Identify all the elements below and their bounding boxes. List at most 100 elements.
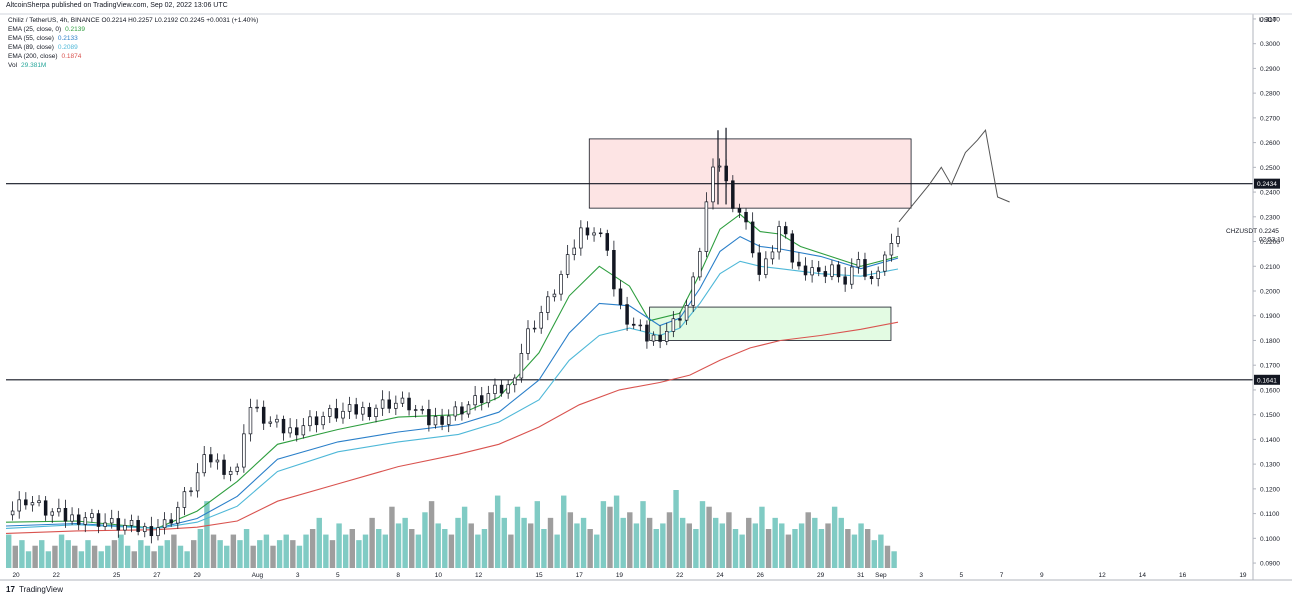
- y-tick-label: 0.1600: [1260, 387, 1280, 394]
- tradingview-logo-icon[interactable]: 17: [6, 585, 15, 594]
- volume-bar: [409, 529, 415, 568]
- legend-ema89[interactable]: EMA (89, close) 0.2089: [8, 43, 258, 52]
- candle-body: [750, 221, 755, 254]
- legend-volume[interactable]: Vol 29.381M: [8, 61, 258, 70]
- x-tick-label: 29: [193, 572, 201, 579]
- volume-bar: [594, 534, 600, 568]
- x-tick-label: 20: [12, 572, 20, 579]
- y-tick-label: 0.2200: [1260, 239, 1280, 246]
- candle-body: [222, 459, 226, 475]
- volume-bar: [541, 529, 547, 568]
- volume-bar: [838, 517, 844, 568]
- y-tick-label: 0.2400: [1260, 190, 1280, 197]
- volume-bar: [620, 517, 626, 568]
- legend-ema200-label: EMA (200, close): [8, 53, 58, 60]
- candle-body: [579, 227, 583, 249]
- volume-bar: [197, 529, 204, 568]
- candle-body: [30, 502, 35, 506]
- candle-body: [433, 416, 438, 426]
- volume-bar: [660, 523, 666, 568]
- volume-bar: [336, 523, 342, 568]
- volume-bar: [32, 545, 38, 568]
- volume-bar: [210, 534, 217, 568]
- ema-line: [5, 260, 899, 529]
- candle-body: [737, 208, 742, 213]
- candle-body: [843, 276, 847, 285]
- x-tick-label: 15: [535, 572, 543, 579]
- candle-body: [374, 407, 378, 417]
- candle-body: [195, 472, 200, 492]
- legend-ema25[interactable]: EMA (25, close, 0) 0.2139: [8, 25, 258, 34]
- volume-bar: [805, 512, 811, 568]
- legend-ema25-value: 0.2139: [65, 26, 85, 33]
- candle-body: [275, 418, 279, 423]
- volume-bar: [435, 523, 441, 568]
- volume-bar: [276, 540, 283, 568]
- volume-bar: [250, 545, 256, 568]
- volume-bar: [561, 495, 567, 568]
- volume-bar: [230, 534, 237, 568]
- candle-body: [235, 466, 240, 472]
- volume-bar: [39, 540, 45, 568]
- candle-body: [255, 406, 259, 409]
- candle-body: [664, 331, 669, 342]
- candle-body: [823, 271, 828, 277]
- volume-bar: [283, 534, 289, 568]
- candle-body: [790, 233, 795, 263]
- volume-bar: [686, 523, 692, 568]
- y-tick-label: 0.1200: [1260, 486, 1280, 493]
- volume-bar: [290, 540, 296, 568]
- candle-body: [883, 254, 887, 272]
- volume-bar: [746, 517, 752, 568]
- volume-bar: [752, 523, 759, 568]
- x-tick-label: 16: [1179, 572, 1187, 579]
- candle-body: [90, 513, 94, 519]
- volume-bar: [422, 512, 428, 568]
- y-tick-label: 0.1900: [1260, 313, 1280, 320]
- volume-bar: [389, 506, 395, 568]
- legend-ema55[interactable]: EMA (55, close) 0.2133: [8, 34, 258, 43]
- symbol-line[interactable]: Chiliz / TetherUS, 4h, BINANCE O0.2214 H…: [8, 17, 259, 24]
- volume-bar: [521, 517, 527, 568]
- candle-body: [176, 507, 180, 524]
- candle-body: [744, 211, 748, 223]
- volume-bar: [514, 506, 521, 568]
- volume-bar: [52, 545, 58, 568]
- volume-bar: [580, 517, 587, 568]
- legend-ema89-label: EMA (89, close): [8, 44, 54, 51]
- x-tick-label: 24: [716, 572, 724, 579]
- y-tick-label: 0.2000: [1260, 289, 1280, 296]
- volume-bar: [481, 529, 488, 568]
- candle-body: [506, 384, 510, 394]
- candle-body: [314, 416, 319, 426]
- volume-bar: [329, 540, 336, 568]
- x-tick-label: 29: [817, 572, 825, 579]
- y-tick-label: 0.1100: [1260, 511, 1280, 518]
- candle-body: [189, 490, 193, 493]
- volume-bar: [362, 534, 369, 568]
- candle-body: [156, 527, 160, 537]
- volume-bar: [356, 540, 362, 568]
- projection-path: [898, 129, 1010, 223]
- publish-info: AltcoinSherpa published on TradingView.c…: [6, 2, 228, 9]
- candles-layer: [10, 127, 900, 544]
- candle-body: [354, 404, 358, 415]
- level-price-box: [1254, 178, 1280, 189]
- volume-bar: [732, 529, 739, 568]
- candle-body: [532, 327, 537, 330]
- candle-body: [638, 324, 643, 327]
- volume-bar: [72, 545, 78, 568]
- countdown-label: 02:53:10: [1259, 236, 1285, 243]
- volume-bar: [342, 534, 349, 568]
- volume-bar: [382, 534, 389, 568]
- volume-bar: [428, 501, 435, 568]
- legend-ema200[interactable]: EMA (200, close) 0.1874: [8, 52, 258, 61]
- candle-body: [651, 334, 656, 342]
- tradingview-brand[interactable]: TradingView: [18, 585, 64, 594]
- candle-body: [546, 296, 550, 313]
- candle-body: [143, 526, 147, 532]
- candle-body: [856, 259, 861, 268]
- x-tick-label: 14: [1139, 572, 1147, 579]
- candle-body: [261, 406, 266, 424]
